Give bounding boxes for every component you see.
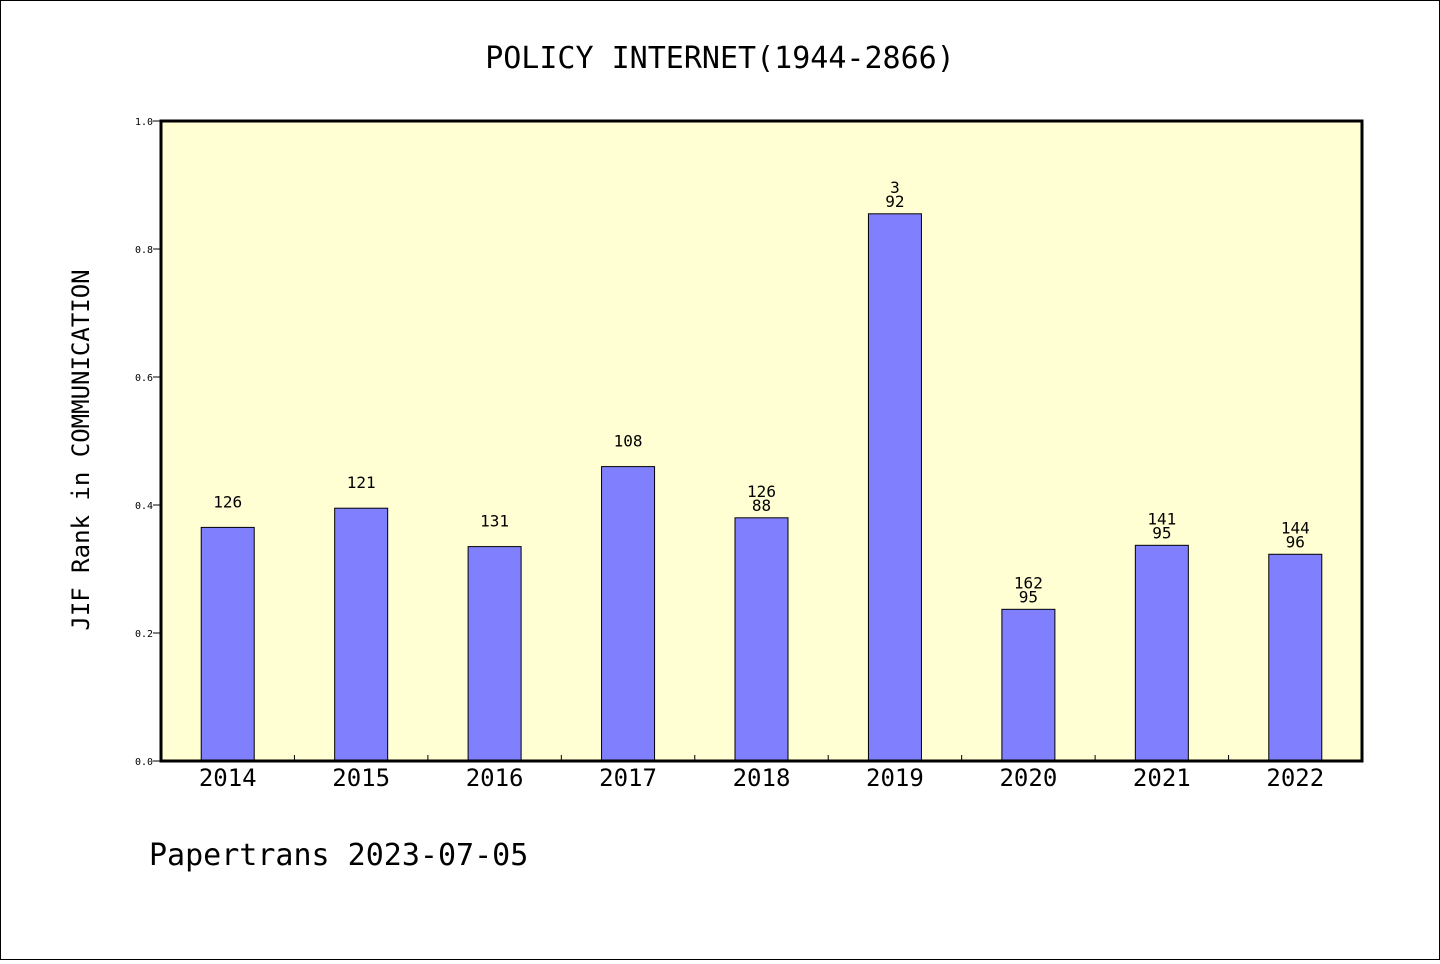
data-label: 95 [1019, 587, 1038, 606]
data-label: 126 [213, 492, 242, 511]
bar-2020 [1001, 608, 1056, 762]
plot-border [159, 119, 1364, 763]
data-label: 162 [1014, 573, 1043, 592]
x-tick-label: 2021 [1133, 764, 1191, 792]
y-axis-label: JIF Rank in COMMUNICATION [67, 269, 95, 630]
x-tick-label: 2017 [599, 764, 657, 792]
y-tick-label: 0.2 [135, 629, 153, 640]
bar-2021 [1134, 544, 1189, 762]
chart-title: POLICY INTERNET(1944-2866) [485, 41, 955, 76]
x-tick-label: 2018 [733, 764, 791, 792]
x-tick-label: 2022 [1266, 764, 1324, 792]
data-label: 92 [885, 192, 904, 211]
bars [200, 213, 1323, 762]
footer-text: Papertrans 2023-07-05 [149, 838, 528, 873]
y-tick-label: 1.0 [135, 117, 153, 128]
data-label: 3 [890, 178, 900, 197]
x-tick-label: 2019 [866, 764, 924, 792]
data-label: 88 [752, 496, 771, 515]
y-tick-label: 0.6 [135, 373, 153, 384]
x-tick-label: 2014 [199, 764, 257, 792]
bar-2019 [867, 213, 922, 762]
axis-ticks: 0.0 0.2 0.4 0.6 0.8 1.0 2014 2015 2016 2017 2018 20… [135, 117, 1324, 792]
data-label: 126 [747, 482, 776, 501]
bar-2022 [1268, 553, 1323, 762]
data-label: 108 [614, 432, 643, 451]
x-tick-label: 2015 [332, 764, 390, 792]
x-tick-label: 2016 [466, 764, 524, 792]
bar-2014 [200, 526, 255, 762]
data-label: 144 [1281, 518, 1310, 537]
data-label: 121 [347, 473, 376, 492]
y-tick-label: 0.0 [135, 757, 153, 768]
data-label: 95 [1152, 523, 1171, 542]
y-tick-label: 0.4 [135, 501, 153, 512]
data-label: 96 [1286, 532, 1305, 551]
bar-2015 [334, 507, 389, 762]
data-label: 131 [480, 512, 509, 531]
y-tick-label: 0.8 [135, 245, 153, 256]
data-label: 141 [1147, 509, 1176, 528]
bar-2018 [734, 517, 789, 762]
bar-2016 [467, 546, 522, 762]
bar-2017 [601, 466, 656, 762]
x-tick-label: 2020 [999, 764, 1057, 792]
